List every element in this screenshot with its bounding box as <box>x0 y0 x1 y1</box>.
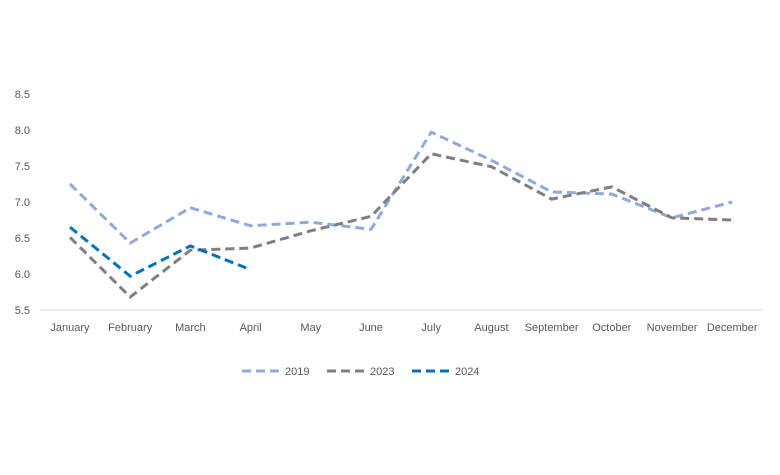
x-tick-label: February <box>108 322 153 334</box>
series-line-2024 <box>69 226 252 278</box>
series-line-2023 <box>68 152 733 299</box>
legend-label-2019: 2019 <box>285 366 309 378</box>
y-tick-label: 7.0 <box>15 197 30 209</box>
x-tick-label: December <box>707 322 758 334</box>
x-tick-label: November <box>647 322 698 334</box>
x-tick-label: April <box>240 322 262 334</box>
series-line-2019 <box>68 130 733 245</box>
legend-label-2024: 2024 <box>455 366 479 378</box>
x-tick-label: March <box>175 322 206 334</box>
x-tick-label: January <box>50 322 90 334</box>
y-tick-label: 5.5 <box>15 305 30 317</box>
y-tick-label: 6.0 <box>15 269 30 281</box>
y-tick-label: 8.5 <box>15 89 30 101</box>
x-tick-label: June <box>359 322 383 334</box>
x-tick-label: September <box>525 322 579 334</box>
x-tick-label: October <box>592 322 631 334</box>
legend-label-2023: 2023 <box>370 366 394 378</box>
x-tick-label: May <box>300 322 321 334</box>
y-tick-label: 8.0 <box>15 125 30 137</box>
y-tick-label: 7.5 <box>15 161 30 173</box>
x-tick-label: July <box>421 322 441 334</box>
x-tick-label: August <box>474 322 508 334</box>
y-tick-label: 6.5 <box>15 233 30 245</box>
